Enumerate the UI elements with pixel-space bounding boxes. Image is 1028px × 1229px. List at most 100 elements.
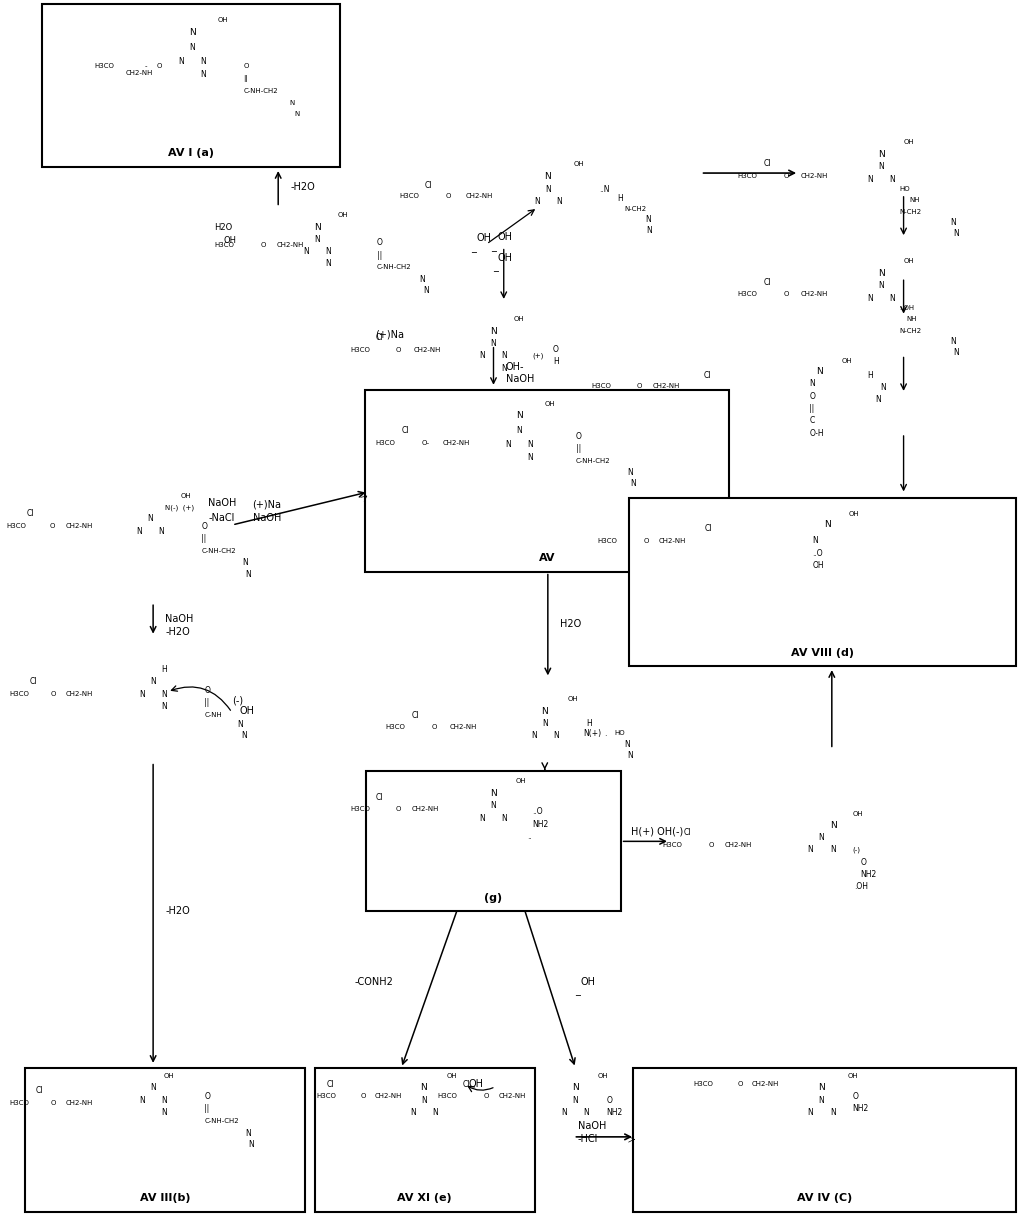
Text: ||: ||: [376, 251, 381, 259]
Text: N: N: [889, 175, 895, 183]
Text: CH2-NH: CH2-NH: [66, 1100, 94, 1106]
Text: N: N: [516, 412, 522, 420]
Text: O: O: [396, 806, 402, 812]
Text: H: H: [618, 194, 623, 203]
Text: N: N: [479, 351, 485, 360]
Text: N: N: [542, 707, 548, 715]
Text: NaOH: NaOH: [253, 512, 281, 522]
Text: OH: OH: [842, 358, 852, 364]
Text: -H2O: -H2O: [291, 182, 316, 192]
Text: ..OH: ..OH: [900, 305, 915, 311]
Text: N: N: [542, 719, 548, 728]
Text: O: O: [483, 1094, 488, 1100]
Text: Cl: Cl: [27, 510, 35, 519]
Text: OH: OH: [514, 316, 524, 322]
Text: CH2-NH: CH2-NH: [801, 291, 829, 297]
Text: N: N: [420, 1095, 427, 1105]
Text: CH2-NH: CH2-NH: [466, 193, 493, 199]
Text: C-NH: C-NH: [205, 712, 222, 718]
Text: H(+) OH(-): H(+) OH(-): [631, 827, 684, 837]
Text: (+)Na: (+)Na: [253, 499, 282, 509]
Text: N: N: [534, 197, 540, 205]
Text: N: N: [545, 184, 551, 193]
Text: Cl: Cl: [35, 1085, 43, 1095]
Text: N: N: [249, 1139, 254, 1149]
Bar: [25, 1068, 305, 1212]
Text: Cl: Cl: [704, 524, 712, 533]
Text: N: N: [490, 801, 497, 810]
Text: O: O: [860, 858, 867, 866]
Text: O: O: [637, 383, 642, 390]
Text: -HCl: -HCl: [578, 1134, 598, 1144]
Text: N: N: [527, 440, 534, 449]
Text: N: N: [419, 275, 426, 284]
Text: CH2-NH: CH2-NH: [66, 691, 94, 697]
Text: NH2: NH2: [852, 1104, 869, 1113]
Text: OH: OH: [218, 17, 228, 23]
Text: N: N: [516, 426, 522, 435]
Text: ||: ||: [205, 1104, 210, 1113]
Text: Cl: Cl: [375, 333, 383, 342]
Text: N-CH2: N-CH2: [625, 205, 647, 211]
Text: N: N: [647, 226, 652, 235]
Text: O: O: [852, 1091, 858, 1101]
Text: N-CH2: N-CH2: [900, 328, 922, 334]
Text: N: N: [808, 846, 813, 854]
Text: OH: OH: [223, 236, 236, 245]
Text: N: N: [325, 247, 331, 256]
Text: O: O: [432, 724, 437, 730]
Text: N: N: [243, 558, 248, 568]
Text: H2O: H2O: [560, 619, 582, 629]
Text: N: N: [158, 526, 164, 536]
Text: .: .: [604, 729, 607, 737]
Text: H3CO: H3CO: [737, 291, 758, 297]
Text: N: N: [505, 440, 511, 449]
Text: N: N: [953, 229, 958, 237]
Text: CH2-NH: CH2-NH: [442, 440, 470, 446]
Bar: [629, 498, 1017, 666]
Text: (g): (g): [484, 892, 503, 903]
Text: NaOH: NaOH: [166, 614, 194, 624]
Text: CH2-NH: CH2-NH: [374, 1094, 402, 1100]
Text: AV: AV: [539, 553, 555, 563]
Text: N: N: [410, 1107, 415, 1117]
Text: H: H: [868, 371, 874, 380]
Text: H: H: [161, 665, 168, 675]
Text: NaOH: NaOH: [506, 374, 535, 385]
Text: AV IV (C): AV IV (C): [797, 1193, 852, 1203]
Text: O: O: [261, 242, 266, 248]
Text: O: O: [156, 64, 162, 69]
Text: CH2-NH: CH2-NH: [277, 242, 303, 248]
Text: OH: OH: [468, 1079, 483, 1089]
Text: N: N: [136, 526, 142, 536]
Text: -NaCl: -NaCl: [209, 512, 235, 522]
Text: _: _: [576, 986, 581, 995]
Text: N: N: [573, 1095, 579, 1105]
Text: H3CO: H3CO: [350, 806, 370, 812]
Text: O: O: [376, 238, 382, 247]
Text: H3CO: H3CO: [663, 842, 683, 848]
Text: H3CO: H3CO: [350, 347, 370, 353]
Bar: [633, 1068, 1017, 1212]
Text: Cl: Cl: [401, 426, 409, 435]
Text: O: O: [553, 345, 559, 354]
Text: N: N: [490, 789, 497, 798]
Text: Cl: Cl: [463, 1079, 470, 1089]
Text: OH: OH: [498, 232, 513, 242]
Text: N: N: [951, 337, 956, 345]
Text: OH: OH: [852, 811, 862, 817]
Text: N: N: [147, 515, 153, 524]
Text: H3CO: H3CO: [9, 1100, 30, 1106]
Text: N(+): N(+): [584, 729, 601, 737]
Text: _: _: [493, 263, 499, 273]
Text: ||: ||: [205, 698, 210, 707]
Text: N: N: [878, 269, 884, 278]
Text: N: N: [627, 468, 632, 477]
Text: N: N: [816, 367, 822, 376]
Text: H3CO: H3CO: [694, 1082, 713, 1088]
Text: N: N: [556, 197, 561, 205]
Text: N: N: [502, 351, 508, 360]
Text: O: O: [737, 1082, 743, 1088]
Text: H3CO: H3CO: [591, 383, 611, 390]
Text: OH: OH: [567, 696, 578, 702]
